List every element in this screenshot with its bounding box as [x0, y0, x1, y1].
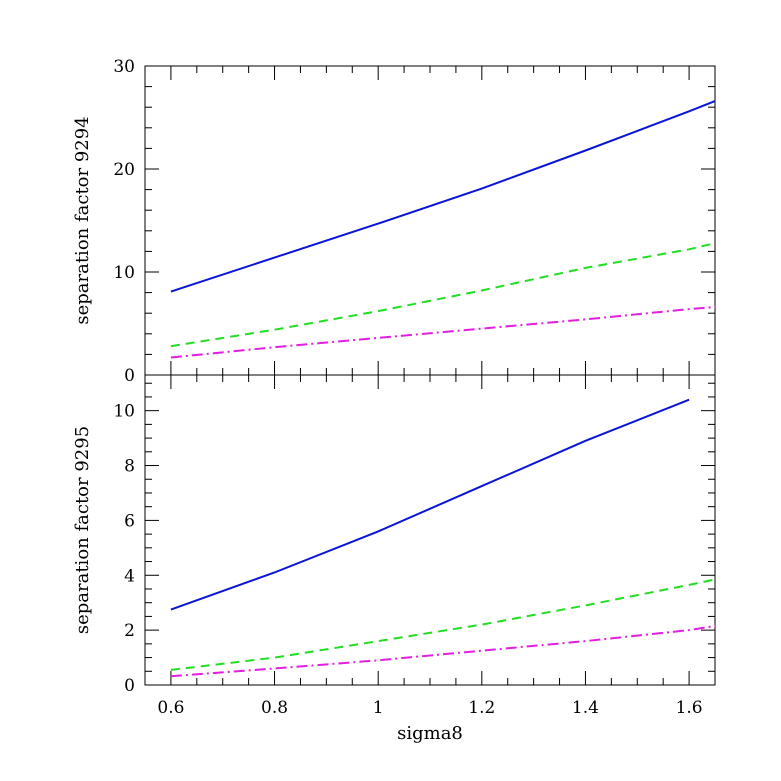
top-panel: 0 10 20 30 separation factor 9294 — [72, 57, 716, 386]
x-axis-label: sigma8 — [397, 723, 463, 744]
y-tick-label: 8 — [124, 457, 135, 477]
x-tick-label: 0.8 — [261, 698, 288, 718]
y-tick-label: 2 — [124, 621, 135, 641]
y-tick-label: 6 — [124, 511, 135, 531]
series-line-3 — [170, 625, 715, 678]
x-tick-label: 1.6 — [676, 698, 703, 718]
x-tick-label: 0.6 — [157, 698, 184, 718]
y-axis-label: separation factor 9294 — [72, 116, 93, 324]
series-line-1 — [170, 100, 715, 293]
series-line-3 — [170, 306, 715, 359]
plot-frame — [144, 65, 716, 376]
bottom-panel: 0 2 4 6 8 10 0.6 0.8 1 1.2 1.4 1.6 separation factor… — [72, 374, 716, 744]
series-line-2 — [170, 242, 715, 348]
y-tick-label: 0 — [124, 366, 135, 386]
y-tick-label: 10 — [113, 402, 135, 422]
series-line-2 — [170, 578, 715, 671]
x-tick-label: 1.2 — [468, 698, 495, 718]
x-tick-label: 1.4 — [572, 698, 599, 718]
y-tick-label: 4 — [124, 566, 135, 586]
y-tick-label: 0 — [124, 676, 135, 696]
y-tick-label: 30 — [113, 57, 135, 77]
y-axis-label: separation factor 9295 — [72, 426, 93, 634]
series-line-1 — [170, 398, 690, 611]
y-tick-label: 20 — [113, 160, 135, 180]
y-tick-label: 10 — [113, 263, 135, 283]
x-tick-label: 1 — [373, 698, 384, 718]
plot-frame — [144, 374, 716, 686]
